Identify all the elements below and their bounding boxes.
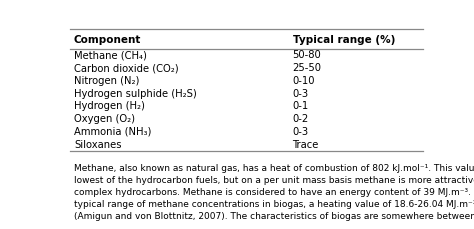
Text: 25-50: 25-50	[292, 63, 321, 73]
Text: 50-80: 50-80	[292, 50, 321, 60]
Text: 0-1: 0-1	[292, 101, 309, 111]
Text: Siloxanes: Siloxanes	[74, 139, 121, 149]
Text: 0-3: 0-3	[292, 88, 309, 98]
Text: Ammonia (NH₃): Ammonia (NH₃)	[74, 126, 151, 136]
Text: 0-3: 0-3	[292, 126, 309, 136]
Text: Nitrogen (N₂): Nitrogen (N₂)	[74, 75, 139, 85]
Text: Typical range (%): Typical range (%)	[292, 35, 395, 44]
Text: Hydrogen sulphide (H₂S): Hydrogen sulphide (H₂S)	[74, 88, 197, 98]
Text: Trace: Trace	[292, 139, 319, 149]
Text: Carbon dioxide (CO₂): Carbon dioxide (CO₂)	[74, 63, 179, 73]
Text: Methane, also known as natural gas, has a heat of combustion of 802 kJ.mol⁻¹. Th: Methane, also known as natural gas, has …	[74, 163, 474, 221]
Text: Hydrogen (H₂): Hydrogen (H₂)	[74, 101, 145, 111]
Text: 0-10: 0-10	[292, 75, 315, 85]
Text: Methane (CH₄): Methane (CH₄)	[74, 50, 147, 60]
Text: Oxygen (O₂): Oxygen (O₂)	[74, 114, 135, 123]
Text: Component: Component	[74, 35, 141, 44]
Text: 0-2: 0-2	[292, 114, 309, 123]
